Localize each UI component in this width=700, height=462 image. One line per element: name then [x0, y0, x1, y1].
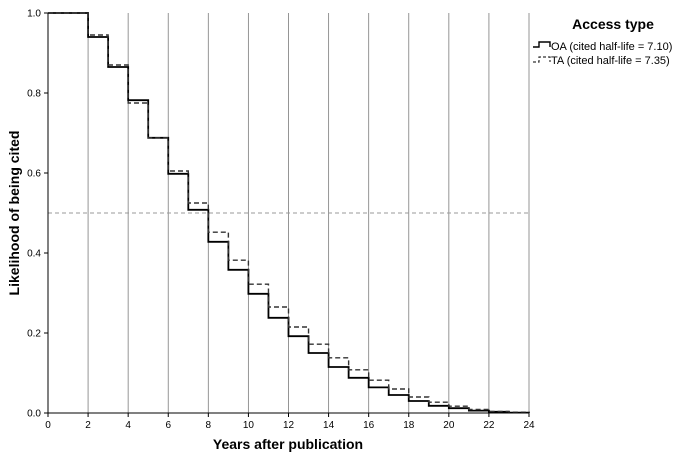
y-axis-title: Likelihood of being cited [6, 131, 22, 296]
series-line-oa [48, 12, 530, 414]
y-tick-label-0.4: 0.4 [27, 249, 41, 260]
x-tick-label-14: 14 [323, 420, 335, 431]
x-tick-label-6: 6 [165, 420, 171, 431]
legend-swatch-ta [533, 56, 551, 63]
axes [44, 12, 530, 417]
legend-label-ta: TA (cited half-life = 7.35) [551, 55, 670, 67]
y-tick-label-0.6: 0.6 [27, 169, 41, 180]
legend-label-oa: OA (cited half-life = 7.10) [551, 41, 672, 53]
x-tick-label-16: 16 [363, 420, 375, 431]
legend-title: Access type [572, 16, 654, 32]
x-tick-label-22: 22 [483, 420, 495, 431]
y-tick-label-0.2: 0.2 [27, 329, 41, 340]
x-tick-label-12: 12 [283, 420, 295, 431]
legend-entry-oa: OA (cited half-life = 7.10) [533, 41, 672, 53]
legend: Access type OA (cited half-life = 7.10) … [533, 16, 672, 67]
x-tick-label-8: 8 [206, 420, 212, 431]
legend-swatch-oa [533, 41, 551, 48]
x-tick-label-4: 4 [125, 420, 131, 431]
x-tick-label-2: 2 [85, 420, 91, 431]
x-tick-label-10: 10 [243, 420, 255, 431]
x-tick-label-0: 0 [45, 420, 51, 431]
series-line-ta [48, 12, 530, 413]
x-axis-title: Years after publication [213, 436, 363, 452]
tick-labels: 0 2 4 6 8 10 12 14 16 18 20 22 240.00.20.40.60.81.0 [27, 9, 535, 432]
y-tick-label-0.8: 0.8 [27, 89, 41, 100]
y-tick-label-0.0: 0.0 [27, 409, 41, 420]
y-tick-label-1.0: 1.0 [27, 9, 41, 20]
x-tick-label-24: 24 [523, 420, 535, 431]
series-layer [48, 12, 530, 414]
x-tick-label-18: 18 [403, 420, 415, 431]
legend-entry-ta: TA (cited half-life = 7.35) [533, 55, 670, 67]
x-tick-label-20: 20 [443, 420, 455, 431]
